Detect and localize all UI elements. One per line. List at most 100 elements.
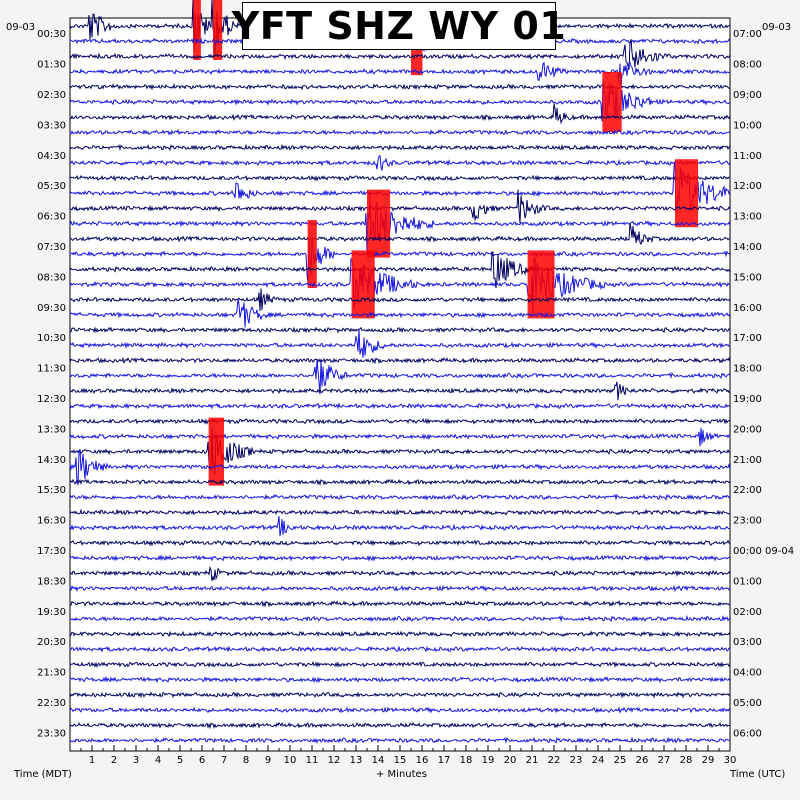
trace-line xyxy=(69,360,731,395)
trace-line xyxy=(69,189,731,224)
x-tick-label: 2 xyxy=(111,755,117,766)
utc-time-label: 18:00 xyxy=(733,364,762,375)
trace-line xyxy=(69,402,731,410)
trace-line xyxy=(69,630,731,638)
trace-line xyxy=(69,223,731,246)
trace-line xyxy=(69,103,731,125)
utc-time-label: 19:00 xyxy=(733,394,762,405)
utc-time-label: 10:00 xyxy=(733,120,762,131)
mdt-time-label: 08:30 xyxy=(37,272,66,283)
x-tick-label: 10 xyxy=(284,755,297,766)
trace-line xyxy=(69,356,731,365)
x-tick-label: 11 xyxy=(306,755,319,766)
x-tick-label: 3 xyxy=(133,755,139,766)
x-tick-label: 5 xyxy=(177,755,183,766)
mdt-time-label: 07:30 xyxy=(37,242,66,253)
mdt-time-label: 16:30 xyxy=(37,516,66,527)
x-tick-label: 27 xyxy=(658,755,671,766)
trace-line xyxy=(69,236,731,284)
mdt-time-label: 20:30 xyxy=(37,637,66,648)
x-tick-label: 17 xyxy=(438,755,451,766)
x-tick-label: 4 xyxy=(155,755,161,766)
right-axis-label: Time (UTC) xyxy=(729,769,785,780)
mdt-time-label: 19:30 xyxy=(37,607,66,618)
trace-line xyxy=(69,539,731,547)
trace-line xyxy=(69,614,731,623)
seismic-traces xyxy=(69,0,731,744)
trace-line xyxy=(69,428,731,474)
x-tick-label: 23 xyxy=(570,755,583,766)
mdt-time-label: 02:30 xyxy=(37,90,66,101)
mdt-time-axis: 00:30 01:30 02:30 03:30 04:30 05:30 06:30 07:30… xyxy=(37,29,66,739)
mdt-time-label: 09:30 xyxy=(37,303,66,314)
utc-time-label: 12:00 xyxy=(733,181,762,192)
trace-line xyxy=(69,448,731,486)
utc-time-label: 06:00 xyxy=(733,728,762,739)
title-box: YFT SHZ WY 01 xyxy=(232,2,566,50)
clipped-signal xyxy=(307,220,317,288)
x-tick-label: 9 xyxy=(265,755,271,766)
trace-line xyxy=(69,721,731,730)
mdt-time-label: 18:30 xyxy=(37,576,66,587)
trace-line xyxy=(69,675,731,684)
trace-line xyxy=(69,554,731,562)
x-tick-label: 13 xyxy=(350,755,363,766)
clipped-signal xyxy=(351,250,375,319)
x-tick-label: 8 xyxy=(243,755,249,766)
utc-time-label: 11:00 xyxy=(733,151,762,162)
mdt-time-label: 21:30 xyxy=(37,668,66,679)
mdt-time-label: 00:30 xyxy=(37,29,66,40)
trace-line xyxy=(69,61,731,88)
utc-time-label: 02:00 xyxy=(733,607,762,618)
clipped-signal xyxy=(675,159,699,228)
clipped-signal xyxy=(602,72,622,132)
utc-time-label: 14:00 xyxy=(733,242,762,253)
utc-time-label: 22:00 xyxy=(733,485,762,496)
utc-time-label: 07:00 xyxy=(733,29,762,40)
trace-line xyxy=(69,193,731,254)
mdt-time-label: 03:30 xyxy=(37,120,66,131)
utc-time-label: 20:00 xyxy=(733,424,762,435)
utc-time-label: 05:00 xyxy=(733,698,762,709)
trace-line xyxy=(69,736,731,744)
trace-line xyxy=(69,257,731,314)
x-tick-label: 24 xyxy=(592,755,605,766)
mdt-time-label: 12:30 xyxy=(37,394,66,405)
left-axis-label: Time (MDT) xyxy=(13,769,72,780)
chart-title: YFT SHZ WY 01 xyxy=(231,4,567,48)
mdt-time-label: 14:30 xyxy=(37,455,66,466)
x-tick-label: 12 xyxy=(328,755,341,766)
trace-line xyxy=(69,600,731,608)
trace-line xyxy=(69,143,731,152)
x-tick-label: 30 xyxy=(724,755,737,766)
mdt-time-label: 04:30 xyxy=(37,151,66,162)
utc-time-label: 03:00 xyxy=(733,637,762,648)
mdt-time-label: 10:30 xyxy=(37,333,66,344)
x-tick-label: 26 xyxy=(636,755,649,766)
mdt-time-label: 22:30 xyxy=(37,698,66,709)
x-tick-label: 19 xyxy=(482,755,495,766)
trace-line xyxy=(69,251,731,288)
mdt-time-label: 17:30 xyxy=(37,546,66,557)
trace-line xyxy=(69,645,731,653)
trace-line xyxy=(69,427,731,447)
x-tick-label: 25 xyxy=(614,755,627,766)
utc-time-label: 23:00 xyxy=(733,516,762,527)
x-tick-label: 18 xyxy=(460,755,473,766)
clipped-signal xyxy=(213,0,223,60)
minutes-axis: 1 2 3 4 5 6 7 8 9 10 11 12 13 14 15 16 17 18 19 20 21 22 23 24 2… xyxy=(69,745,737,766)
x-tick-label: 20 xyxy=(504,755,517,766)
mdt-time-label: 06:30 xyxy=(37,212,66,223)
mdt-time-label: 23:30 xyxy=(37,728,66,739)
trace-line xyxy=(69,661,731,669)
trace-line xyxy=(69,39,731,70)
trace-line xyxy=(69,706,731,714)
trace-line xyxy=(69,174,731,182)
mdt-time-label: 13:30 xyxy=(37,424,66,435)
trace-line xyxy=(69,565,731,582)
trace-line xyxy=(69,326,731,334)
mdt-time-label: 15:30 xyxy=(37,485,66,496)
clipped-signal xyxy=(527,250,555,319)
x-tick-label: 15 xyxy=(394,755,407,766)
